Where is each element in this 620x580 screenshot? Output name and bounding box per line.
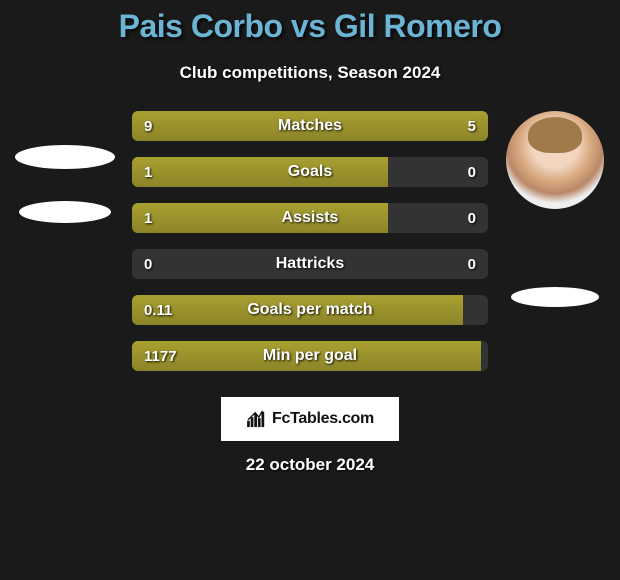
stat-label: Goals xyxy=(132,157,488,187)
main-area: 95Matches 10Goals 10Assists 00Hattricks 0.11… xyxy=(0,111,620,387)
stat-row: 00Hattricks xyxy=(132,249,488,279)
subtitle: Club competitions, Season 2024 xyxy=(0,63,620,83)
stat-label: Assists xyxy=(132,203,488,233)
stat-row: 1177Min per goal xyxy=(132,341,488,371)
stat-label: Goals per match xyxy=(132,295,488,325)
logo-text: FcTables.com xyxy=(272,410,374,428)
source-logo: FcTables.com xyxy=(221,397,399,441)
stat-label: Matches xyxy=(132,111,488,141)
stat-row: 0.11Goals per match xyxy=(132,295,488,325)
player-right-side xyxy=(500,111,610,307)
stat-label: Min per goal xyxy=(132,341,488,371)
page-title: Pais Corbo vs Gil Romero xyxy=(0,8,620,45)
stat-label: Hattricks xyxy=(132,249,488,279)
player-right-avatar xyxy=(506,111,604,209)
fctables-icon xyxy=(246,410,268,428)
comparison-card: Pais Corbo vs Gil Romero Club competitio… xyxy=(0,0,620,475)
stat-row: 10Assists xyxy=(132,203,488,233)
player-right-team-oval xyxy=(511,287,599,307)
player-left-avatar xyxy=(16,111,114,209)
stat-row: 95Matches xyxy=(132,111,488,141)
stat-row: 10Goals xyxy=(132,157,488,187)
date-text: 22 october 2024 xyxy=(0,455,620,475)
player-left-side xyxy=(10,111,120,223)
stats-bars: 95Matches 10Goals 10Assists 00Hattricks 0.11… xyxy=(120,111,500,387)
